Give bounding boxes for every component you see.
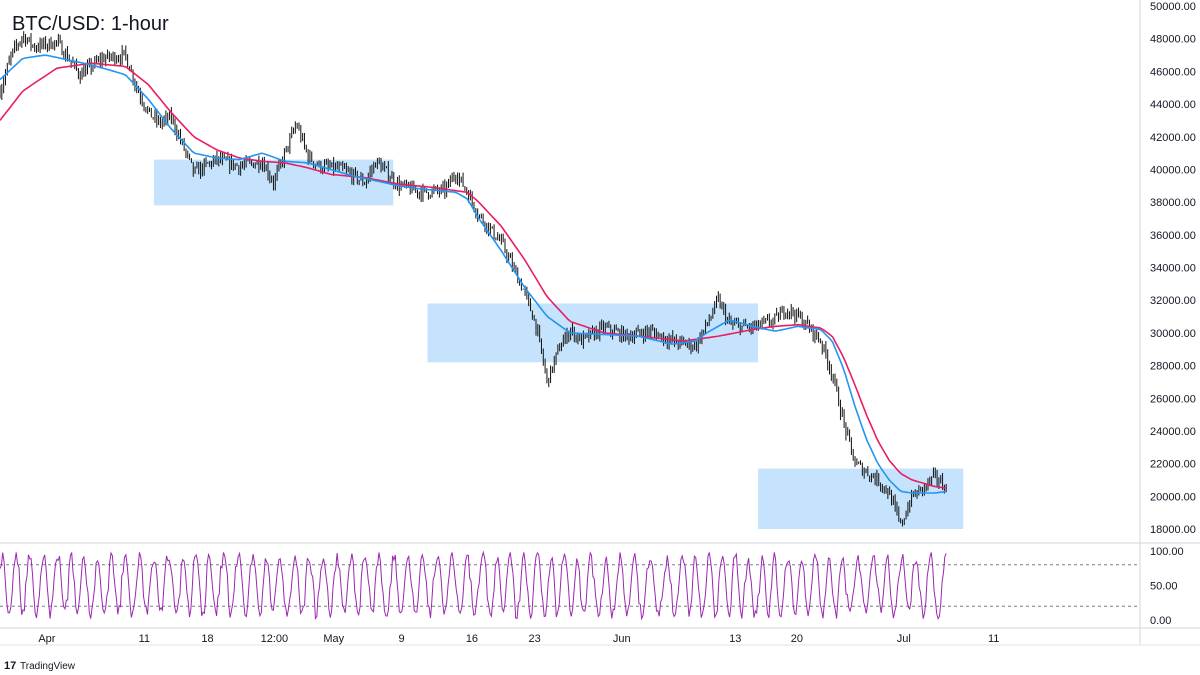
- price-tick-label: 34000.00: [1150, 263, 1196, 275]
- price-tick-label: 32000.00: [1150, 295, 1196, 307]
- chart-title: BTC/USD: 1-hour: [12, 13, 169, 35]
- price-tick-label: 24000.00: [1150, 426, 1196, 438]
- time-tick-label: 11: [988, 633, 999, 645]
- axes: 50000.00 48000.00 46000.00 44000.00 42000.00…: [38, 1, 1196, 645]
- oscillator-pane: [0, 550, 1140, 621]
- price-tick-label: 20000.00: [1150, 491, 1196, 503]
- price-tick-label: 18000.00: [1150, 524, 1196, 536]
- price-tick-label: 40000.00: [1150, 164, 1196, 176]
- time-tick-label: 23: [529, 633, 541, 645]
- price-tick-label: 42000.00: [1150, 132, 1196, 144]
- time-tick-label: 18: [201, 633, 213, 645]
- price-tick-label: 44000.00: [1150, 99, 1196, 111]
- ema-fast-line: [0, 54, 947, 494]
- tradingview-logo-icon: 17: [4, 660, 16, 672]
- osc-tick-label: 100.00: [1150, 546, 1184, 558]
- brand-name: TradingView: [20, 661, 76, 672]
- time-tick-label: May: [323, 633, 344, 645]
- moving-averages: [0, 54, 947, 494]
- price-tick-label: 36000.00: [1150, 230, 1196, 242]
- consolidation-zone-3: [758, 468, 964, 529]
- time-tick-label: 20: [791, 633, 803, 645]
- osc-tick-label: 0.00: [1150, 615, 1171, 627]
- time-tick-label: Jun: [613, 633, 631, 645]
- time-tick-label: 9: [399, 633, 405, 645]
- tradingview-logo[interactable]: 17 TradingView: [4, 660, 76, 672]
- price-tick-label: 22000.00: [1150, 459, 1196, 471]
- price-tick-label: 50000.00: [1150, 1, 1196, 13]
- oscillator-line: [0, 550, 947, 621]
- grid: [0, 0, 1200, 646]
- candles: [0, 31, 947, 527]
- time-tick-label: Apr: [38, 633, 55, 645]
- price-tick-label: 30000.00: [1150, 328, 1196, 340]
- price-tick-label: 26000.00: [1150, 393, 1196, 405]
- price-tick-label: 48000.00: [1150, 34, 1196, 46]
- ema-slow-line: [0, 62, 947, 489]
- price-tick-label: 46000.00: [1150, 66, 1196, 78]
- consolidation-zones: [153, 159, 964, 529]
- price-tick-label: 38000.00: [1150, 197, 1196, 209]
- time-tick-label: Jul: [897, 633, 911, 645]
- price-tick-label: 28000.00: [1150, 361, 1196, 373]
- time-tick-label: 11: [139, 633, 150, 645]
- osc-tick-label: 50.00: [1150, 581, 1178, 593]
- time-tick-label: 16: [466, 633, 478, 645]
- time-tick-label: 12:00: [261, 633, 289, 645]
- time-tick-label: 13: [729, 633, 741, 645]
